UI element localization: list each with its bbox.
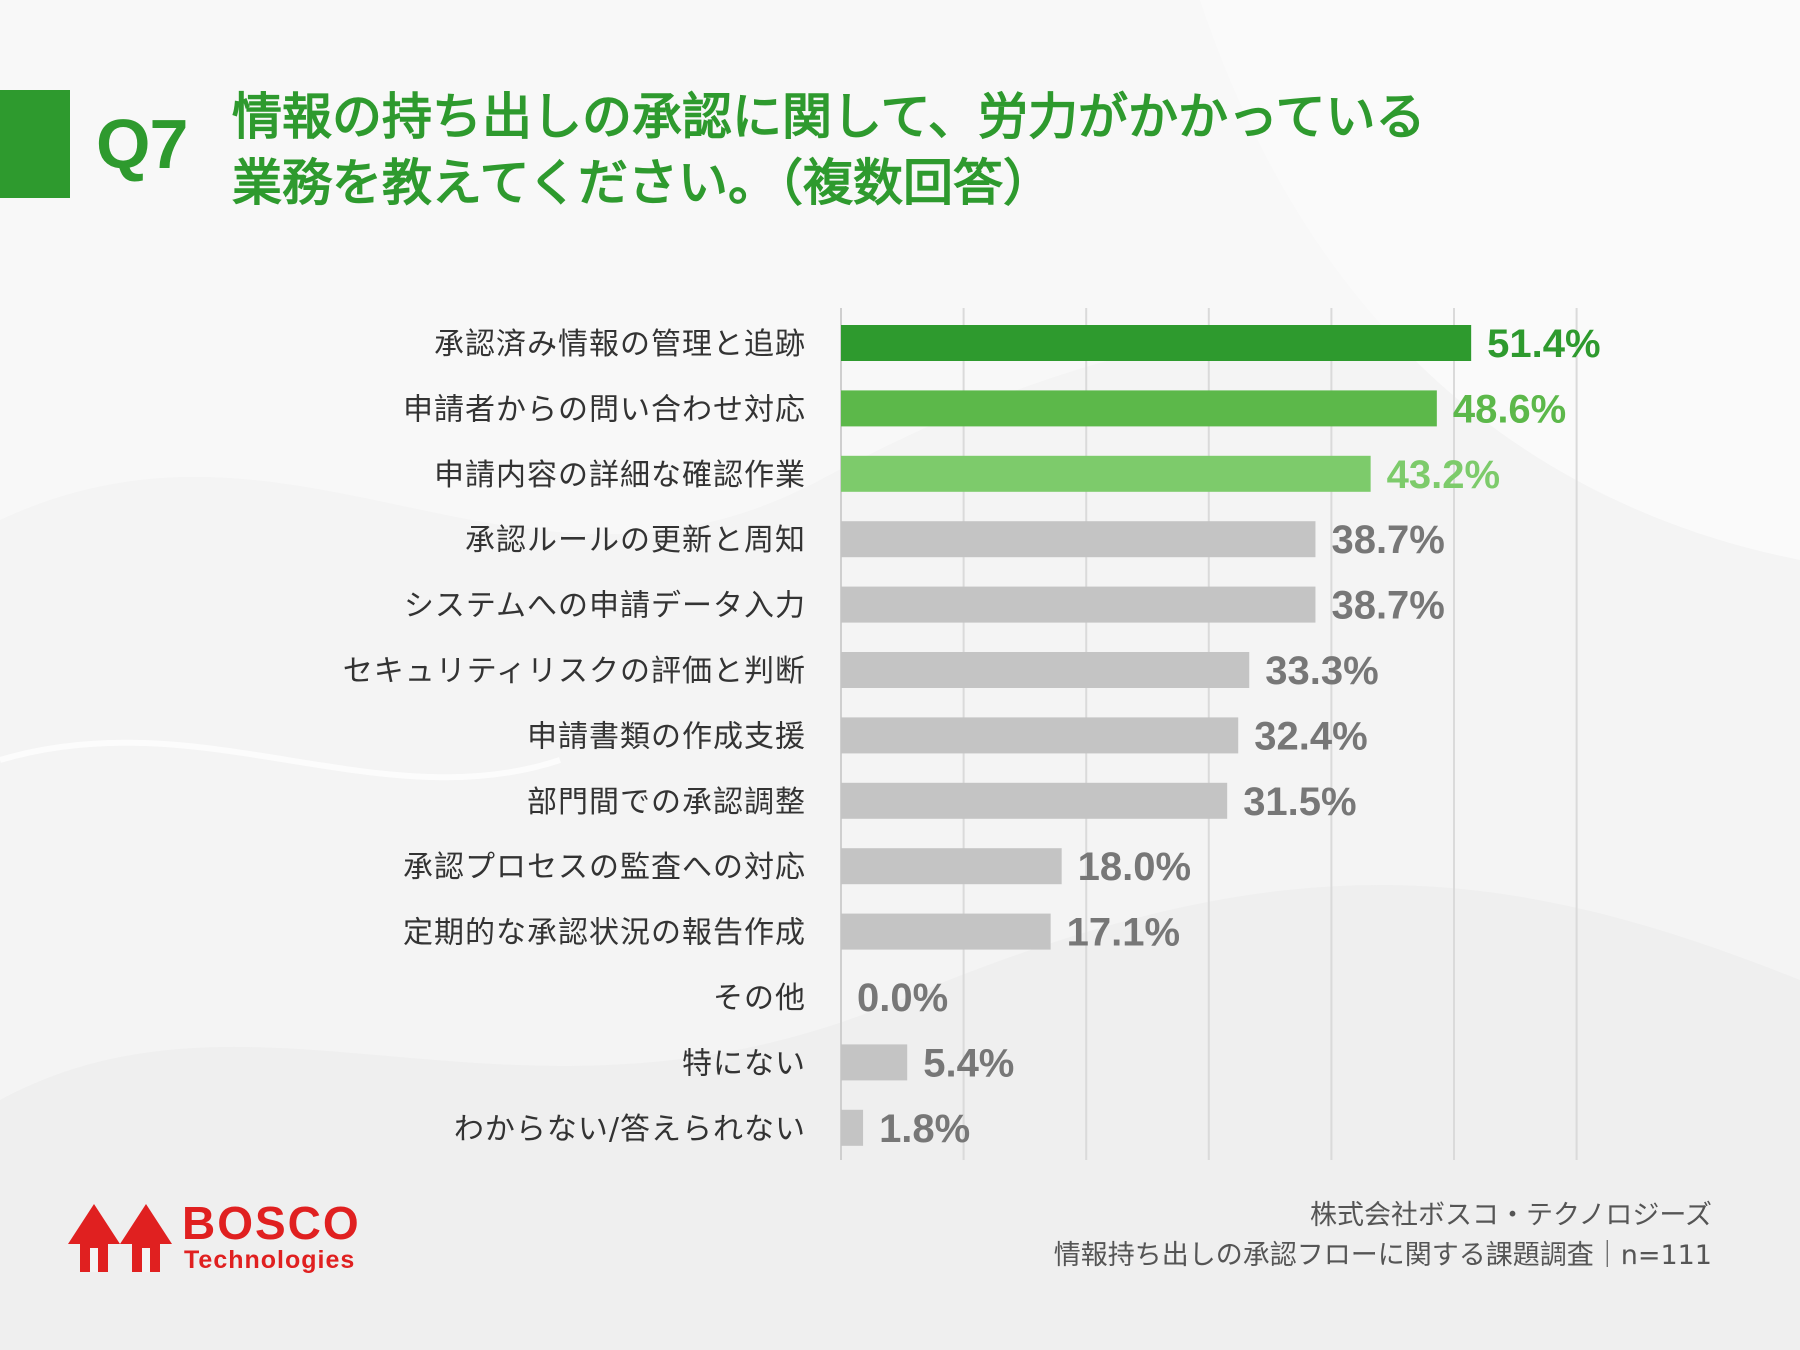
value-label: 32.4% [1254, 714, 1367, 758]
bar [841, 913, 1051, 950]
category-label: 承認プロセスの監査への対応 [403, 850, 806, 885]
value-label: 17.1% [1067, 911, 1180, 955]
bar [841, 455, 1371, 492]
title-line-2: 業務を教えてください。（複数回答） [232, 154, 1053, 212]
category-label: 申請内容の詳細な確認作業 [434, 458, 806, 493]
question-number: Q7 [96, 105, 188, 183]
category-label: 定期的な承認状況の報告作成 [403, 916, 806, 951]
footer-company: 株式会社ボスコ・テクノロジーズ [1309, 1200, 1712, 1231]
value-label: 51.4% [1487, 322, 1600, 366]
chart-bars: 承認済み情報の管理と追跡 51.4% 申請者からの問い合わせ対応 48.6% 申請内容の… [343, 322, 1601, 1151]
bar [841, 521, 1316, 558]
category-label: システムへの申請データ入力 [404, 589, 806, 624]
bar [841, 390, 1437, 427]
value-label: 0.0% [857, 976, 948, 1020]
category-label: わからない/答えられない [454, 1112, 806, 1147]
value-label: 31.5% [1243, 780, 1356, 824]
category-label: 特にない [682, 1046, 806, 1081]
category-label: セキュリティリスクの評価と判断 [343, 654, 806, 689]
bosco-logo: BOSCO Technologies [68, 1200, 368, 1280]
bar [841, 325, 1472, 361]
logo-trees-icon [68, 1204, 172, 1272]
question-marker [0, 90, 70, 198]
value-label: 38.7% [1331, 584, 1444, 628]
value-label: 18.0% [1078, 845, 1191, 889]
category-label: その他 [713, 981, 806, 1016]
category-label: 承認済み情報の管理と追跡 [434, 327, 806, 362]
value-label: 5.4% [923, 1041, 1014, 1085]
bar [841, 1109, 864, 1146]
logo-name: BOSCO [182, 1197, 361, 1249]
page-title: 情報の持ち出しの承認に関して、労力がかかっている 業務を教えてください。（複数回… [232, 84, 1612, 216]
bar [841, 652, 1250, 688]
title-line-1: 情報の持ち出しの承認に関して、労力がかかっている [232, 88, 1426, 146]
value-label: 1.8% [879, 1107, 970, 1151]
bar [841, 848, 1062, 885]
value-label: 38.7% [1331, 518, 1444, 562]
logo-subtitle: Technologies [184, 1246, 356, 1274]
category-label: 申請書類の作成支援 [527, 719, 806, 754]
value-label: 43.2% [1387, 453, 1500, 497]
bar [841, 717, 1239, 754]
bar [841, 586, 1316, 623]
category-label: 承認ルールの更新と周知 [465, 523, 806, 558]
bar [841, 1044, 908, 1081]
category-label: 部門間での承認調整 [527, 785, 806, 820]
source-note: 株式会社ボスコ・テクノロジーズ 情報持ち出しの承認フローに関する課題調査｜n=1… [1054, 1196, 1712, 1276]
category-label: 申請者からの問い合わせ対応 [403, 392, 806, 427]
footer-survey: 情報持ち出しの承認フローに関する課題調査｜n=111 [1053, 1240, 1712, 1271]
value-label: 33.3% [1265, 649, 1378, 693]
value-label: 48.6% [1453, 387, 1566, 431]
bar [841, 782, 1228, 819]
